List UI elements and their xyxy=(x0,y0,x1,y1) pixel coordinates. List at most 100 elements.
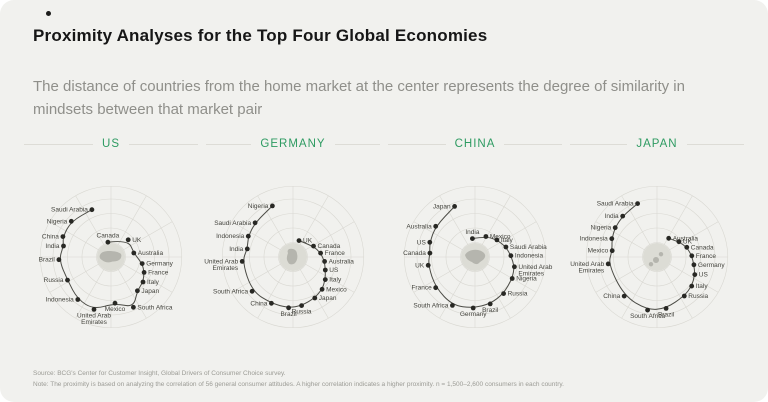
country-dot-italy xyxy=(140,279,146,285)
country-dot-italy xyxy=(322,277,328,282)
country-label-russia: Russia xyxy=(44,277,64,284)
country-dot-france xyxy=(689,253,695,259)
country-label-saudi-arabia: Saudi Arabia xyxy=(51,207,88,214)
country-label-united-arab-emirates: United Arab Emirates xyxy=(77,312,111,326)
country-dot-united-arab-emirates xyxy=(605,261,611,267)
country-dot-nigeria xyxy=(509,276,515,281)
country-dot-south-africa xyxy=(450,303,455,308)
country-dot-russia xyxy=(681,293,687,299)
grid-ring xyxy=(403,185,547,329)
country-label-south-africa: South Africa xyxy=(213,288,248,295)
country-dot-germany xyxy=(139,261,145,266)
country-label-france: France xyxy=(148,269,169,276)
chart-title-row-germany: GERMANY xyxy=(202,136,384,152)
country-label-china: China xyxy=(603,293,620,300)
country-label-brazil: Brazil xyxy=(39,257,56,264)
country-label-japan: Japan xyxy=(319,295,337,302)
country-dot-south-africa xyxy=(249,288,255,294)
country-dot-nigeria xyxy=(612,225,618,231)
country-label-united-arab-emirates: United Arab Emirates xyxy=(570,261,605,275)
country-label-us: US xyxy=(329,267,339,274)
country-dot-saudi-arabia xyxy=(503,244,509,250)
country-dot-saudi-arabia xyxy=(252,220,258,226)
country-dot-canada xyxy=(427,250,433,256)
country-label-south-africa: South Africa xyxy=(137,304,172,311)
country-dot-russia xyxy=(65,277,70,283)
country-label-canada: Canada xyxy=(97,233,120,240)
country-dot-india xyxy=(470,236,475,241)
country-dot-japan xyxy=(312,295,318,301)
country-dot-indonesia xyxy=(75,297,81,302)
country-dot-japan xyxy=(135,288,140,294)
country-dot-mexico xyxy=(609,248,615,254)
country-label-china: China xyxy=(250,300,267,307)
country-dot-us xyxy=(692,272,698,277)
country-dot-south-africa xyxy=(131,304,136,310)
country-label-nigeria: Nigeria xyxy=(591,225,612,232)
chart-panel-japan: JAPAN Australia UK Canada France Germany US Ita… xyxy=(566,136,748,357)
country-label-japan: Japan xyxy=(433,203,451,210)
country-label-united-arab-emirates: United Arab Emirates xyxy=(204,258,239,272)
grid-ring xyxy=(585,185,729,329)
country-dot-nigeria xyxy=(68,218,74,224)
chart-title-row-china: CHINA xyxy=(384,136,566,152)
country-label-indonesia: Indonesia xyxy=(216,233,245,240)
country-label-united-arab-emirates: United Arab Emirates xyxy=(518,264,552,278)
country-label-germany: Germany xyxy=(146,261,173,268)
country-dot-germany xyxy=(691,262,697,268)
country-label-mexico: Mexico xyxy=(326,286,347,293)
country-dot-canada xyxy=(684,244,690,250)
country-dot-saudi-arabia xyxy=(89,207,95,213)
chart-title-us: US xyxy=(102,138,120,150)
country-label-nigeria: Nigeria xyxy=(47,218,68,225)
chart-panel-germany: GERMANY UK Canada France Australia US Italy Mex… xyxy=(202,136,384,357)
country-dot-france xyxy=(141,270,147,275)
country-dot-brazil xyxy=(286,305,291,311)
china-map-icon xyxy=(465,249,486,265)
chart-title-germany: GERMANY xyxy=(260,138,326,150)
country-label-indonesia: Indonesia xyxy=(46,297,75,304)
country-dot-australia xyxy=(131,250,137,256)
country-dot-france xyxy=(433,285,439,291)
country-label-uk: UK xyxy=(683,239,693,246)
country-label-mexico: Mexico xyxy=(105,306,126,313)
country-label-nigeria: Nigeria xyxy=(516,276,537,283)
country-dot-italy xyxy=(689,283,695,289)
country-dot-japan xyxy=(452,204,457,209)
country-label-india: India xyxy=(465,229,479,236)
country-dot-indonesia xyxy=(245,233,251,239)
method-note: Note: The proximity is based on analyzin… xyxy=(33,380,564,388)
chart-panel-us: US Canada UK Australia Germany France Italy Jap… xyxy=(20,136,202,357)
grid-ring xyxy=(221,185,365,329)
chart-title-china: CHINA xyxy=(454,138,496,150)
country-label-japan: Japan xyxy=(141,288,159,295)
country-label-saudi-arabia: Saudi Arabia xyxy=(510,244,547,251)
country-dot-uk xyxy=(425,262,431,268)
country-label-italy: Italy xyxy=(329,277,342,284)
country-dot-germany xyxy=(470,305,476,311)
country-dot-mexico xyxy=(112,300,118,306)
country-label-saudi-arabia: Saudi Arabia xyxy=(214,220,251,227)
page-title: Proximity Analyses for the Top Four Glob… xyxy=(33,26,488,45)
country-label-mexico: Mexico xyxy=(490,234,511,241)
grid-ring xyxy=(39,185,183,329)
country-dot-uk xyxy=(676,239,682,245)
country-label-australia: Australia xyxy=(138,250,164,257)
country-label-brazil: Brazil xyxy=(482,307,499,314)
country-label-germany: Germany xyxy=(460,311,487,318)
country-label-italy: Italy xyxy=(147,279,160,286)
footnotes: Source: BCG's Center for Customer Insigh… xyxy=(33,368,564,390)
country-dot-indonesia xyxy=(609,236,615,242)
country-label-mexico: Mexico xyxy=(588,248,609,255)
country-label-brazil: Brazil xyxy=(280,311,297,318)
home-market-circle xyxy=(643,243,671,271)
country-dot-nigeria xyxy=(270,203,275,209)
country-dot-china xyxy=(269,300,274,306)
country-label-australia: Australia xyxy=(329,258,355,265)
country-dot-india xyxy=(61,243,66,249)
country-dot-south-africa xyxy=(645,307,650,313)
country-label-france: France xyxy=(696,253,717,260)
